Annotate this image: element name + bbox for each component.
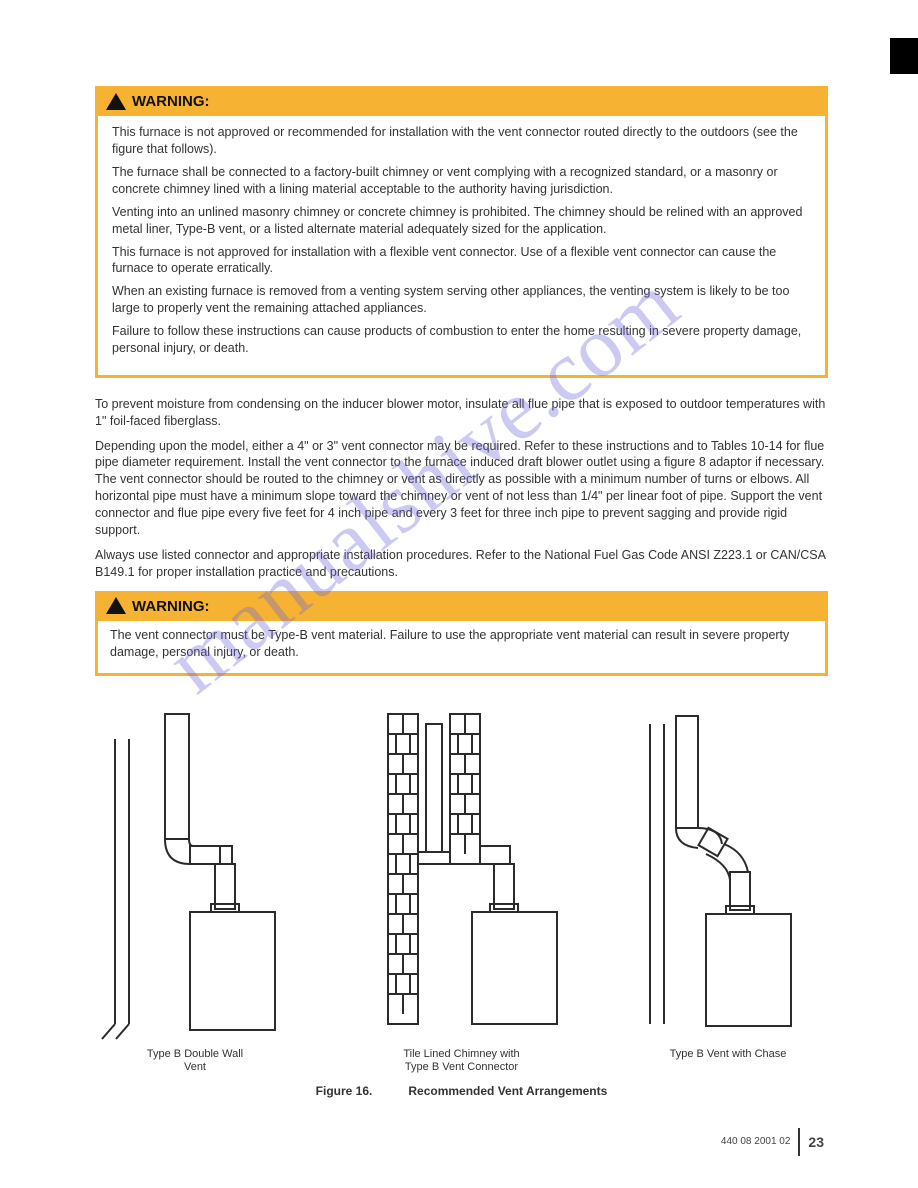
section-tab [890,38,918,74]
figure-c-svg [628,694,828,1044]
warning-header-1-text: WARNING: [132,92,210,112]
figure-b-svg [352,694,572,1044]
figure-c: Type B Vent with Chase [628,694,828,1062]
warning1-p5: When an existing furnace is removed from… [112,283,811,317]
figures-row: Type B Double Wall Vent [95,694,828,1076]
warning1-p6: Failure to follow these instructions can… [112,323,811,357]
figure-b-label: Tile Lined Chimney with Type B Vent Conn… [403,1048,519,1076]
warning1-p3: Venting into an unlined masonry chimney … [112,204,811,238]
warning1-p2: The furnace shall be connected to a fact… [112,164,811,198]
body-text: To prevent moisture from condensing on t… [95,396,828,581]
warning-box-1: WARNING: This furnace is not approved or… [95,86,828,378]
mid-p1: To prevent moisture from condensing on t… [95,396,828,430]
page-number: 23 [808,1133,824,1152]
page-root: manualshive.com WARNING: This furnace is… [0,0,918,1188]
figure-a: Type B Double Wall Vent [95,694,295,1076]
figure-caption: Figure 16. Recommended Vent Arrangements [95,1083,828,1099]
figure-c-label: Type B Vent with Chase [670,1048,787,1062]
warning1-p4: This furnace is not approved for install… [112,244,811,278]
figure-number: Figure 16. [316,1083,373,1099]
mid-p3: Always use listed connector and appropri… [95,547,828,581]
mid-p2: Depending upon the model, either a 4" or… [95,438,828,539]
page-footer: 440 08 2001 02 23 [721,1128,824,1156]
warning-header-2-text: WARNING: [132,597,210,617]
warning-body-1: This furnace is not approved or recommen… [98,116,825,375]
warning1-p1: This furnace is not approved or recommen… [112,124,811,158]
figure-a-label: Type B Double Wall Vent [147,1048,243,1076]
warning-header-2: WARNING: [98,594,825,621]
warning2-body-text: The vent connector must be Type-B vent m… [110,627,813,661]
figure-title: Recommended Vent Arrangements [408,1083,607,1099]
warning-box-2: WARNING: The vent connector must be Type… [95,591,828,676]
figure-b: Tile Lined Chimney with Type B Vent Conn… [352,694,572,1076]
warning-triangle-icon [106,93,126,110]
figure-a-svg [95,694,295,1044]
warning-body-2: The vent connector must be Type-B vent m… [98,621,825,673]
footer-divider [798,1128,800,1156]
warning-triangle-icon [106,597,126,614]
footer-code: 440 08 2001 02 [721,1135,791,1149]
warning-header-1: WARNING: [98,89,825,116]
